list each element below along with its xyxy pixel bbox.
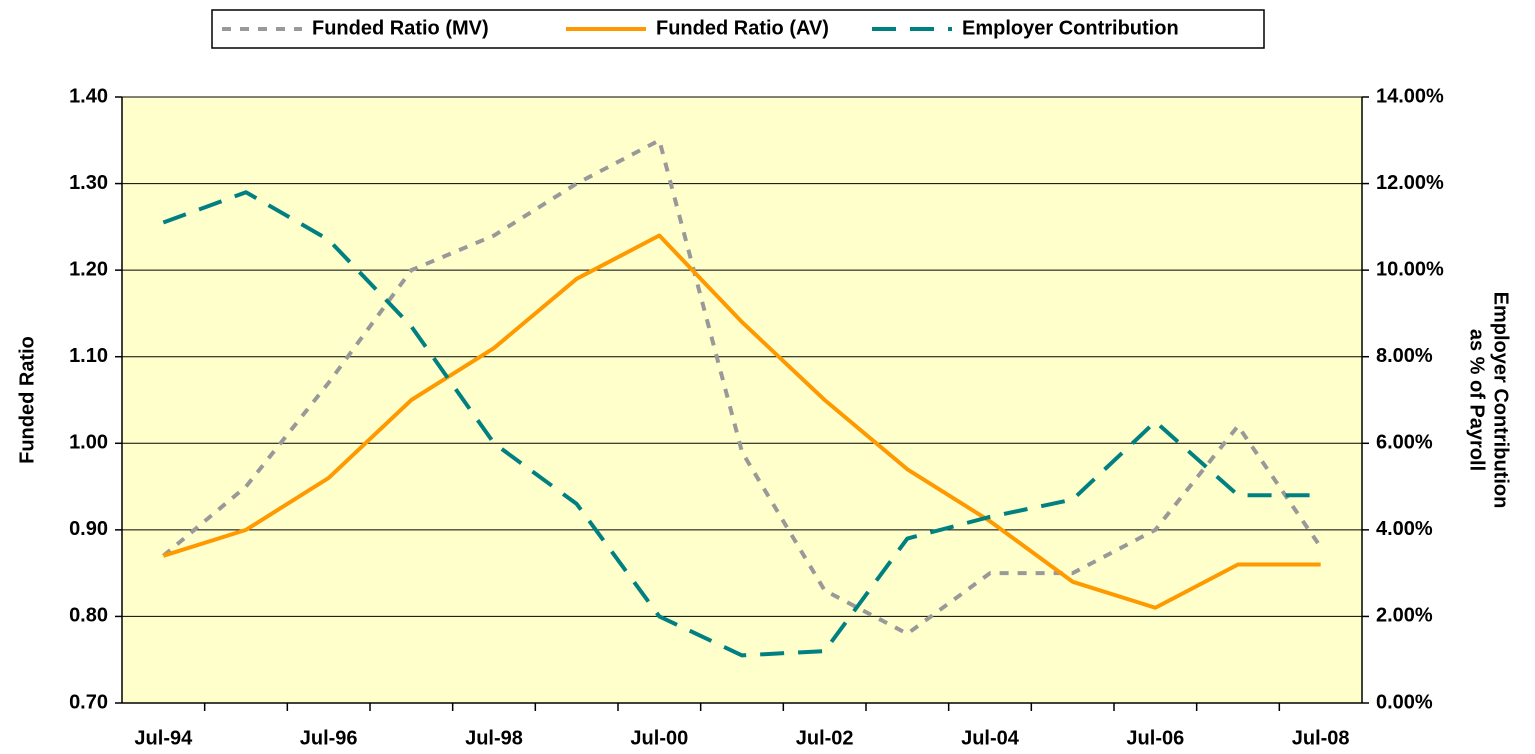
x-tick-label: Jul-98 bbox=[465, 727, 523, 749]
y-tick-label: 0.80 bbox=[69, 605, 108, 627]
x-tick-label: Jul-08 bbox=[1292, 727, 1350, 749]
y-tick-label: 1.10 bbox=[69, 345, 108, 367]
x-tick-label: Jul-00 bbox=[630, 727, 688, 749]
x-tick-label: Jul-96 bbox=[300, 727, 358, 749]
y-tick-label: 0.90 bbox=[69, 518, 108, 540]
x-tick-label: Jul-02 bbox=[796, 727, 854, 749]
y-tick-label: 1.30 bbox=[69, 172, 108, 194]
x-tick-label: Jul-94 bbox=[134, 727, 193, 749]
y2-tick-label: 0.00% bbox=[1376, 691, 1433, 713]
x-tick-label: Jul-04 bbox=[961, 727, 1020, 749]
legend-box bbox=[211, 9, 1265, 49]
legend-label: Funded Ratio (MV) bbox=[312, 17, 489, 39]
y-tick-label: 1.00 bbox=[69, 432, 108, 454]
y-tick-label: 1.20 bbox=[69, 258, 108, 280]
series-line bbox=[162, 233, 1321, 610]
y2-axis-title: as % of Payroll bbox=[1466, 329, 1488, 471]
y2-tick-label: 12.00% bbox=[1376, 172, 1444, 194]
y-axis-title: Funded Ratio bbox=[16, 336, 38, 464]
y-tick-label: 0.70 bbox=[69, 691, 108, 713]
y2-axis-title: Employer Contribution bbox=[1490, 292, 1512, 509]
series-line bbox=[162, 190, 1321, 658]
y2-tick-label: 6.00% bbox=[1376, 432, 1433, 454]
y2-tick-label: 8.00% bbox=[1376, 345, 1433, 367]
y-tick-label: 1.40 bbox=[69, 85, 108, 107]
legend-label: Employer Contribution bbox=[962, 17, 1179, 39]
y2-tick-label: 14.00% bbox=[1376, 85, 1444, 107]
y2-tick-label: 4.00% bbox=[1376, 518, 1433, 540]
plot-area bbox=[122, 97, 1362, 703]
y2-tick-label: 2.00% bbox=[1376, 605, 1433, 627]
y2-tick-label: 10.00% bbox=[1376, 258, 1444, 280]
legend-label: Funded Ratio (AV) bbox=[656, 17, 829, 39]
x-tick-label: Jul-06 bbox=[1126, 727, 1184, 749]
